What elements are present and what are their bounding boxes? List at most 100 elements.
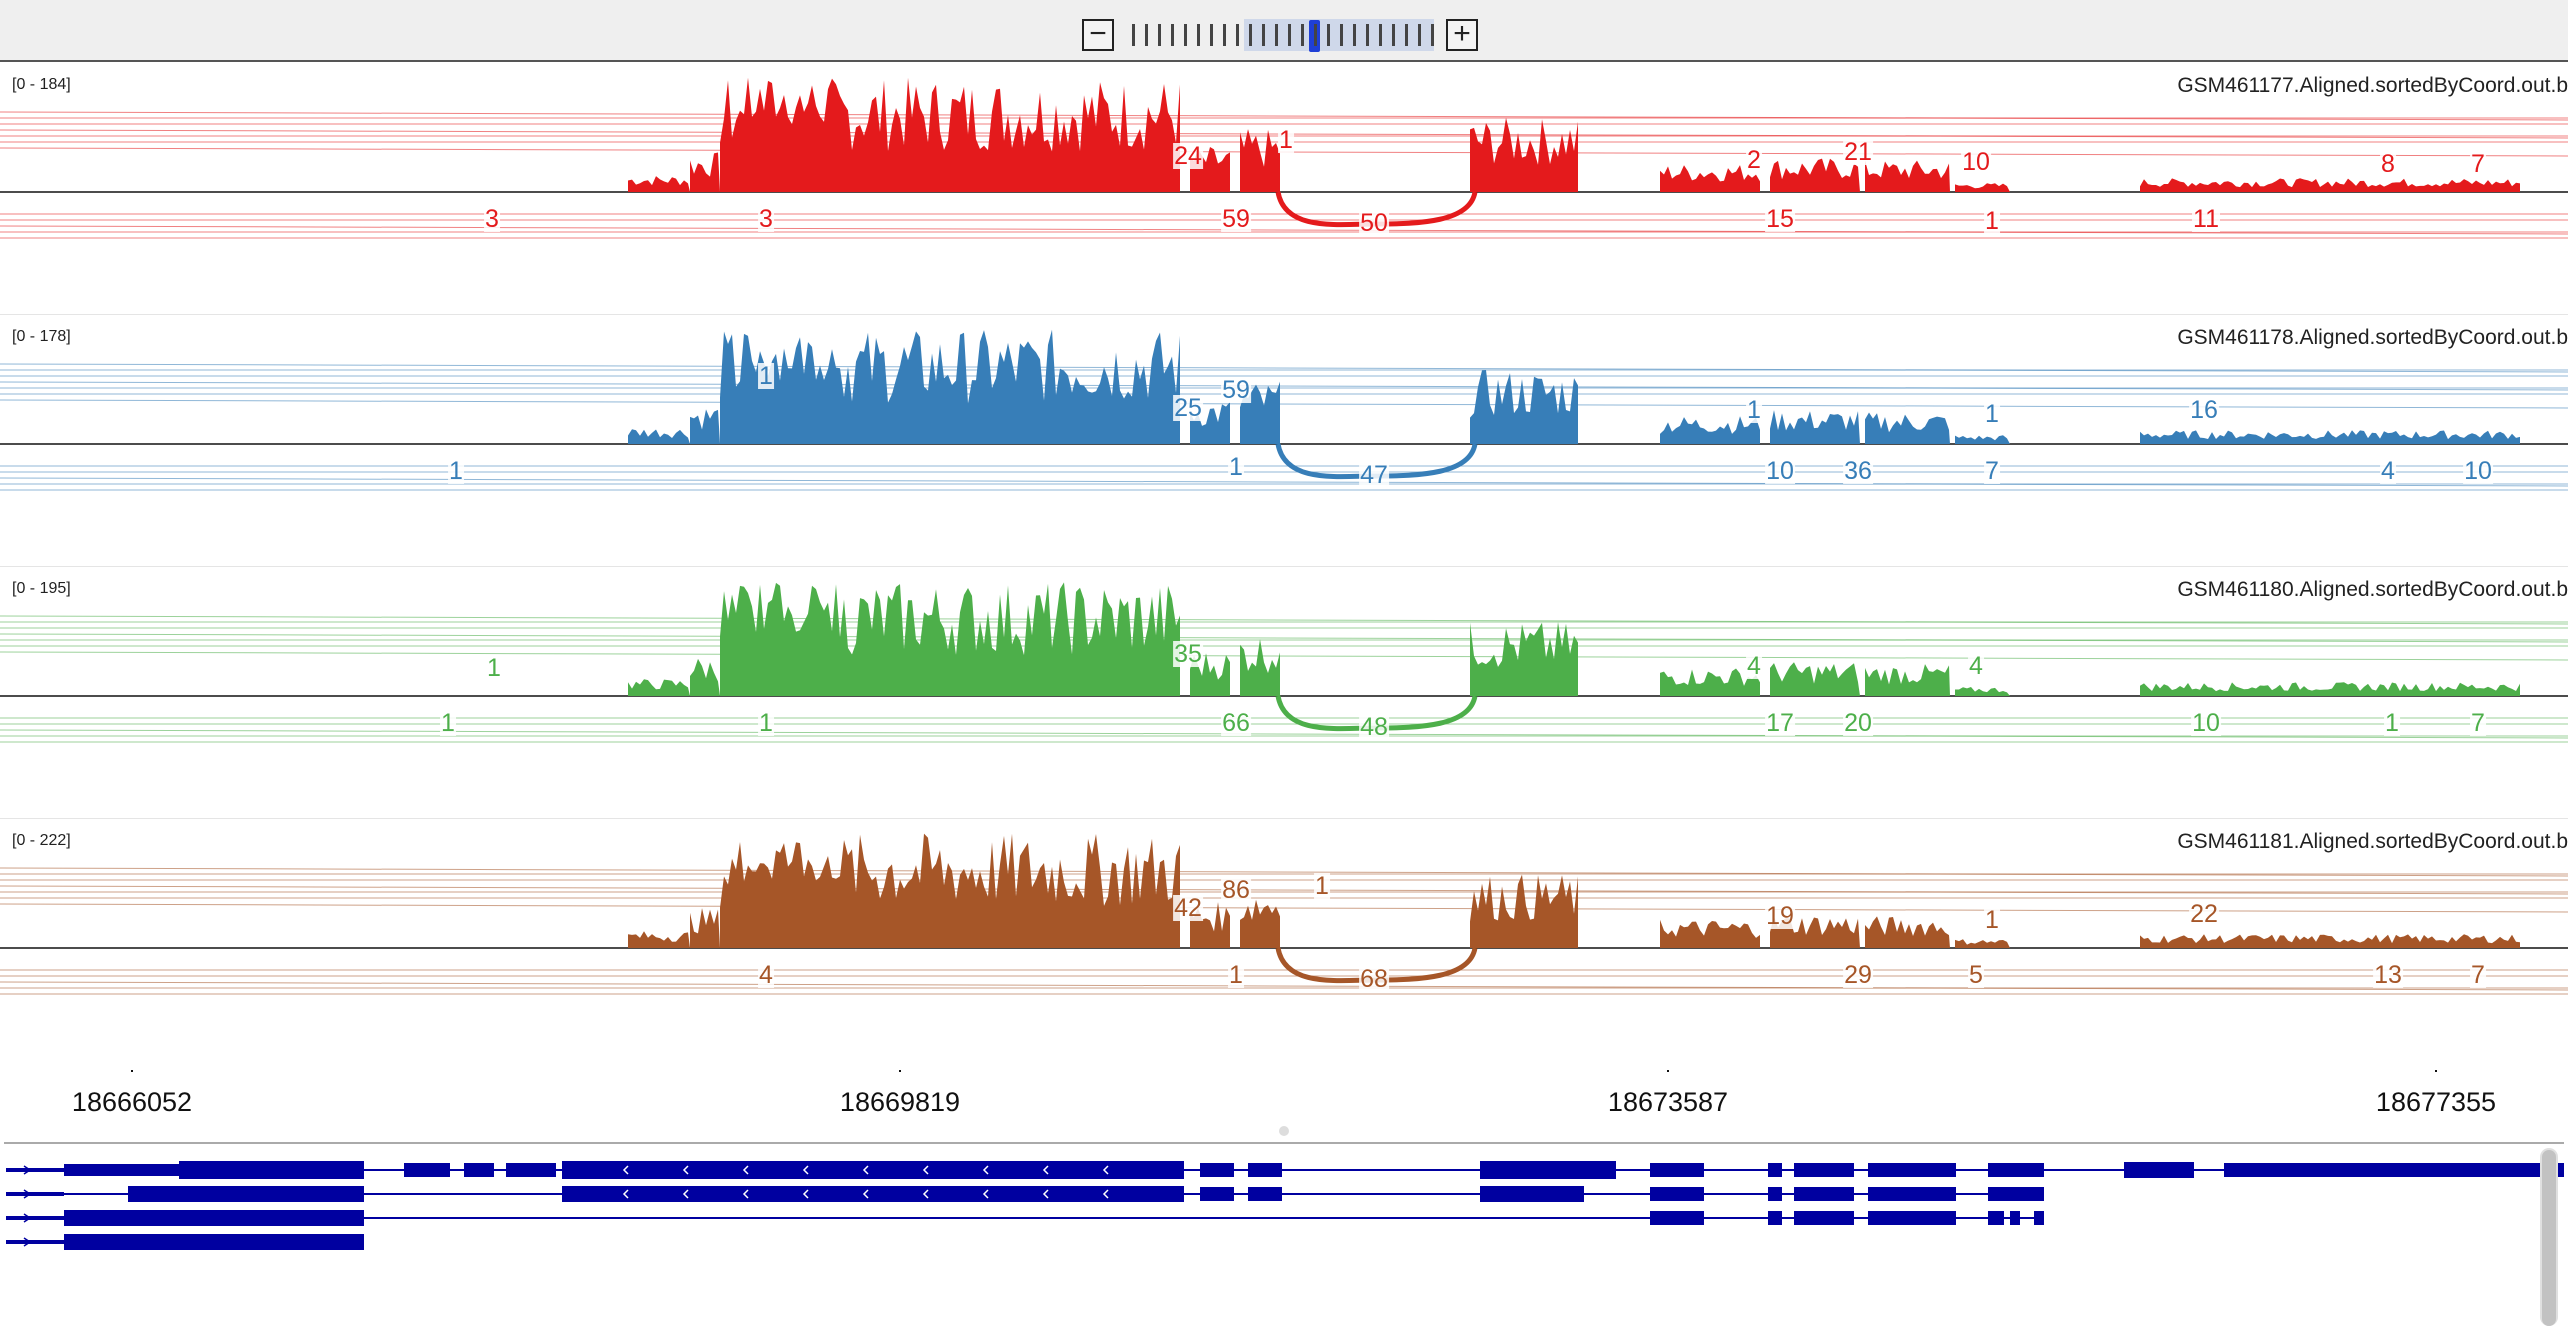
zoom-level-tick[interactable] [1132,24,1135,46]
zoom-level-tick[interactable] [1171,24,1174,46]
junction-count-label[interactable]: 1 [758,362,774,390]
junction-count-label[interactable]: 3 [484,205,500,233]
junction-count-label[interactable]: 21 [1843,138,1873,166]
junction-count-label[interactable]: 1 [2384,709,2400,737]
junction-count-label[interactable]: 42 [1173,894,1203,922]
junction-count-label[interactable]: 7 [1984,457,2000,485]
zoom-level-tick[interactable] [1314,24,1317,46]
zoom-level-tick[interactable] [1288,24,1291,46]
zoom-level-tick[interactable] [1327,24,1330,46]
junction-count-label[interactable]: 25 [1173,394,1203,422]
zoom-level-tick[interactable] [1197,24,1200,46]
zoom-level-tick[interactable] [1145,24,1148,46]
zoom-level-tick[interactable] [1340,24,1343,46]
junction-count-label[interactable]: 3 [758,205,774,233]
gene-transcript[interactable] [6,1210,2044,1226]
zoom-level-tick[interactable] [1431,24,1434,46]
junction-count-label[interactable]: 68 [1359,965,1389,993]
junction-count-label[interactable]: 36 [1843,457,1873,485]
zoom-in-button[interactable]: + [1446,19,1478,51]
junction-count-label[interactable]: 1 [1278,126,1294,154]
junction-count-label[interactable]: 86 [1221,876,1251,904]
junction-count-label[interactable]: 15 [1765,205,1795,233]
gene-transcript[interactable] [6,1234,364,1250]
zoom-level-tick[interactable] [1262,24,1265,46]
junction-count-label[interactable]: 8 [2380,150,2396,178]
junction-count-label[interactable]: 24 [1173,142,1203,170]
coverage-exon [1660,919,1760,948]
junction-count-label[interactable]: 19 [1765,902,1795,930]
junction-count-label[interactable]: 10 [2463,457,2493,485]
junction-count-label[interactable]: 1 [1984,400,2000,428]
coverage-track[interactable] [0,582,2568,743]
coverage-track[interactable] [0,77,2568,239]
zoom-level-tick[interactable] [1158,24,1161,46]
junction-count-label[interactable]: 5 [1968,961,1984,989]
junction-count-label[interactable]: 50 [1359,209,1389,237]
junction-count-label[interactable]: 35 [1173,640,1203,668]
junction-count-label[interactable]: 10 [2191,709,2221,737]
gene-transcript[interactable] [6,1186,2044,1202]
zoom-level-tick[interactable] [1379,24,1382,46]
zoom-level-tick[interactable] [1353,24,1356,46]
zoom-level-tick[interactable] [1223,24,1226,46]
coverage-exon [1240,129,1280,192]
junction-count-label[interactable]: 10 [1765,457,1795,485]
panel-resize-handle[interactable] [1279,1126,1289,1136]
vertical-scrollbar-thumb[interactable] [2542,1150,2556,1326]
zoom-level-tick[interactable] [1249,24,1252,46]
junction-count-label[interactable]: 1 [1228,453,1244,481]
zoom-level-tick[interactable] [1418,24,1421,46]
junction-count-label[interactable]: 13 [2373,961,2403,989]
junction-count-label[interactable]: 29 [1843,961,1873,989]
track-range-label: [0 - 178] [12,328,71,345]
junction-count-label[interactable]: 16 [2189,396,2219,424]
junction-count-label[interactable]: 4 [1746,652,1762,680]
junction-count-label[interactable]: 1 [486,654,502,682]
junction-count-label[interactable]: 4 [2380,457,2396,485]
junction-count-label[interactable]: 7 [2470,709,2486,737]
junction-count-label[interactable]: 48 [1359,713,1389,741]
junction-count-label[interactable]: 1 [1984,207,2000,235]
junction-count-label[interactable]: 1 [440,709,456,737]
track-name[interactable]: GSM461181.Aligned.sortedByCoord.out.b [2177,830,2568,853]
track-name[interactable]: GSM461180.Aligned.sortedByCoord.out.b [2177,578,2568,601]
zoom-level-tick[interactable] [1405,24,1408,46]
track-name[interactable]: GSM461177.Aligned.sortedByCoord.out.b [2177,74,2568,97]
zoom-level-tick[interactable] [1210,24,1213,46]
zoom-level-tick[interactable] [1236,24,1239,46]
junction-count-label[interactable]: 11 [2192,205,2220,233]
junction-count-label[interactable]: 2 [1746,146,1762,174]
gene-annotation-track[interactable] [4,1142,2564,1328]
gene-transcript[interactable] [6,1161,2564,1179]
zoom-level-tick[interactable] [1301,24,1304,46]
junction-count-label[interactable]: 10 [1961,148,1991,176]
zoom-out-button[interactable]: − [1082,19,1114,51]
junction-count-label[interactable]: 1 [1314,872,1330,900]
track-name[interactable]: GSM461178.Aligned.sortedByCoord.out.b [2177,326,2568,349]
coverage-track[interactable] [0,833,2568,995]
junction-count-label[interactable]: 20 [1843,709,1873,737]
zoom-level-tick[interactable] [1275,24,1278,46]
junction-count-label[interactable]: 7 [2470,961,2486,989]
zoom-level-tick[interactable] [1184,24,1187,46]
coverage-exon [1865,160,1950,192]
junction-count-label[interactable]: 1 [1228,961,1244,989]
junction-count-label[interactable]: 17 [1765,709,1795,737]
junction-count-label[interactable]: 1 [1746,396,1762,424]
junction-count-label[interactable]: 4 [758,961,774,989]
junction-count-label[interactable]: 59 [1221,376,1251,404]
zoom-level-tick[interactable] [1392,24,1395,46]
junction-count-label[interactable]: 59 [1221,205,1251,233]
junction-count-label[interactable]: 47 [1359,461,1389,489]
junction-count-label[interactable]: 66 [1221,709,1251,737]
junction-count-label[interactable]: 7 [2470,150,2486,178]
junction-count-label[interactable]: 4 [1968,652,1984,680]
junction-count-label[interactable]: 1 [1984,906,2000,934]
coverage-track[interactable] [0,329,2568,491]
junction-count-label[interactable]: 1 [758,709,774,737]
zoom-level-tick[interactable] [1366,24,1369,46]
track-panel[interactable] [0,62,2568,1072]
junction-count-label[interactable]: 22 [2189,900,2219,928]
junction-count-label[interactable]: 1 [448,457,464,485]
